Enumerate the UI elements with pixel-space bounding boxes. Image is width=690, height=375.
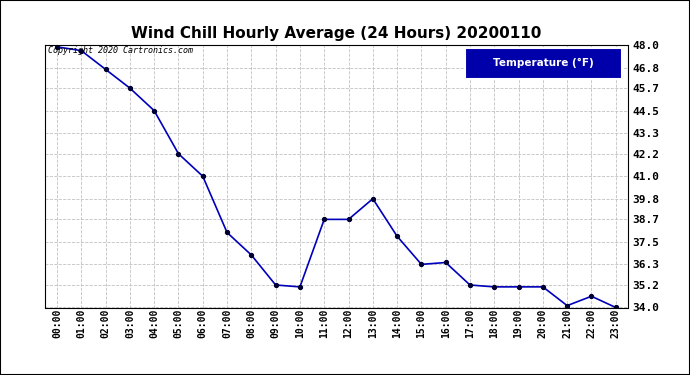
Title: Wind Chill Hourly Average (24 Hours) 20200110: Wind Chill Hourly Average (24 Hours) 202… xyxy=(131,26,542,41)
Text: Copyright 2020 Cartronics.com: Copyright 2020 Cartronics.com xyxy=(48,46,193,56)
